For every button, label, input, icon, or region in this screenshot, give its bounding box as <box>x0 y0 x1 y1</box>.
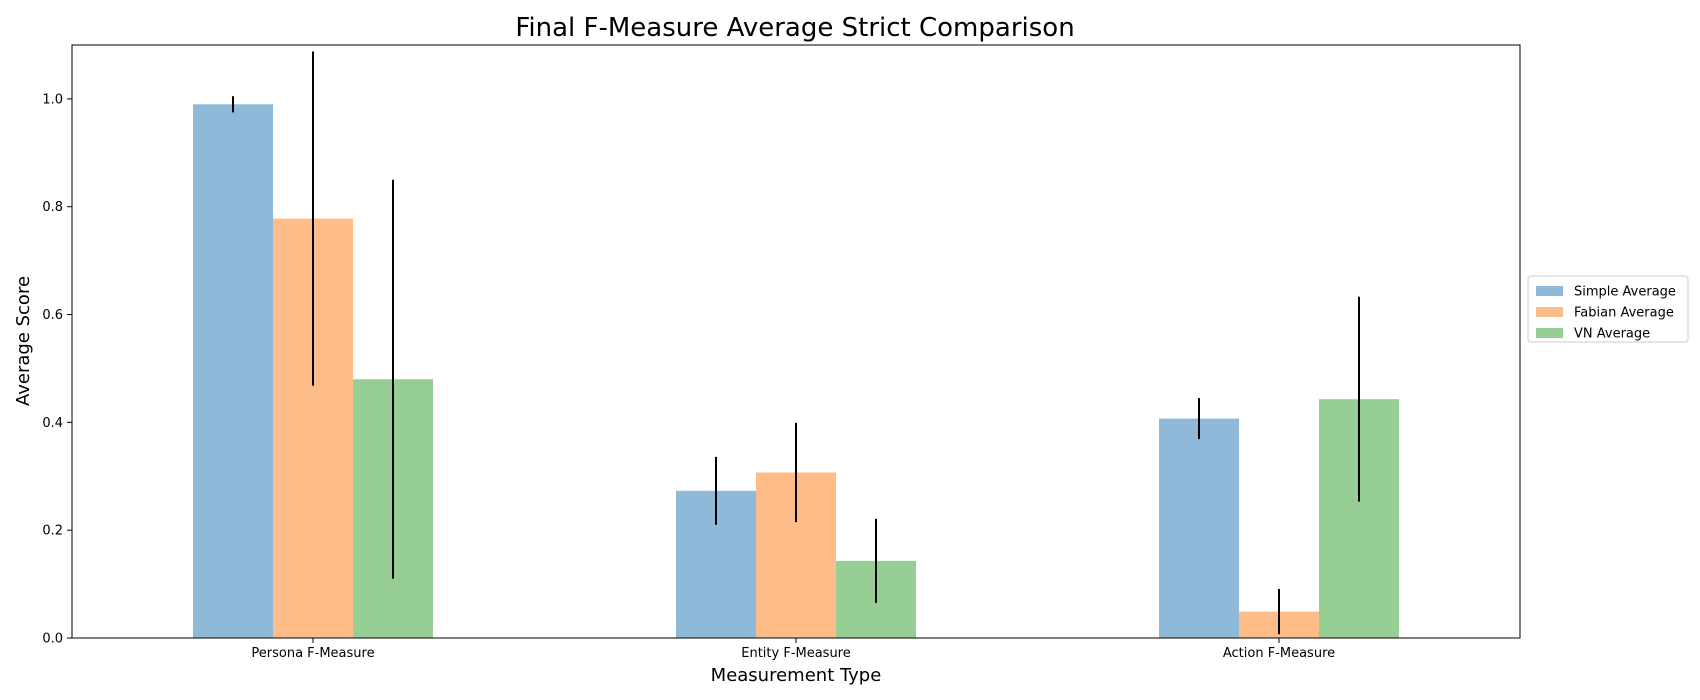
legend-swatch <box>1536 307 1563 317</box>
bar-simple-average-2 <box>1159 418 1239 638</box>
legend-box <box>1527 275 1689 343</box>
y-tick-label: 1.0 <box>42 92 63 107</box>
x-tick-label: Action F-Measure <box>1223 646 1335 661</box>
x-axis-label: Measurement Type <box>711 665 882 686</box>
legend-label: Fabian Average <box>1574 306 1674 321</box>
bars-layer <box>193 104 1399 639</box>
y-tick-label: 0.6 <box>42 308 63 323</box>
bar-simple-average-0 <box>193 104 273 639</box>
chart-title: Final F-Measure Average Strict Compariso… <box>515 13 1074 43</box>
y-tick-label: 0.0 <box>42 632 63 647</box>
legend-swatch <box>1536 286 1563 296</box>
x-tick-label: Entity F-Measure <box>741 646 851 661</box>
y-axis-ticks: 0.0 0.2 0.4 0.6 0.8 1.0 <box>42 92 72 647</box>
legend-swatch <box>1536 328 1563 338</box>
x-tick-label: Persona F-Measure <box>251 646 374 661</box>
y-tick-label: 0.4 <box>42 416 63 431</box>
y-tick-label: 0.2 <box>42 524 63 539</box>
x-axis-ticks: Persona F-Measure Entity F-Measure Action … <box>251 638 1335 661</box>
legend-label: VN Average <box>1574 327 1650 342</box>
y-tick-label: 0.8 <box>42 200 63 215</box>
y-axis-label: Average Score <box>13 276 34 406</box>
error-bars-layer <box>232 51 1360 635</box>
legend: Simple Average Fabian Average VN Average <box>1527 275 1689 343</box>
legend-label: Simple Average <box>1574 285 1676 300</box>
